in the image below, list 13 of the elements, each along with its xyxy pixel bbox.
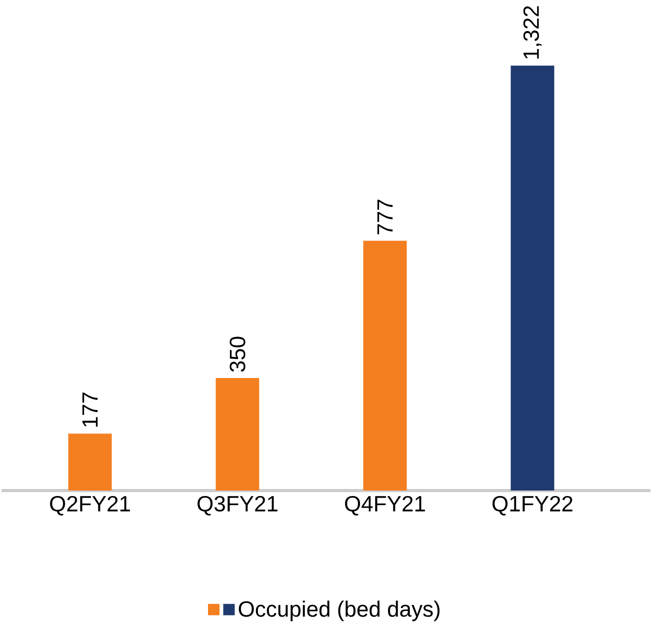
bar bbox=[68, 434, 112, 491]
x-tick-label: Q2FY21 bbox=[50, 496, 130, 516]
x-tick-label: Q3FY21 bbox=[198, 496, 278, 516]
bar bbox=[216, 378, 260, 491]
legend-label: Occupied (bed days) bbox=[238, 600, 440, 622]
bar bbox=[363, 240, 407, 491]
data-label: 1,322 bbox=[523, 6, 542, 59]
data-label: 177 bbox=[82, 392, 98, 427]
bar bbox=[510, 66, 554, 491]
x-tick-label: Q1FY22 bbox=[492, 496, 572, 516]
x-tick-label: Q4FY21 bbox=[345, 496, 425, 516]
data-label: 777 bbox=[377, 200, 393, 234]
data-label: 350 bbox=[230, 336, 246, 372]
